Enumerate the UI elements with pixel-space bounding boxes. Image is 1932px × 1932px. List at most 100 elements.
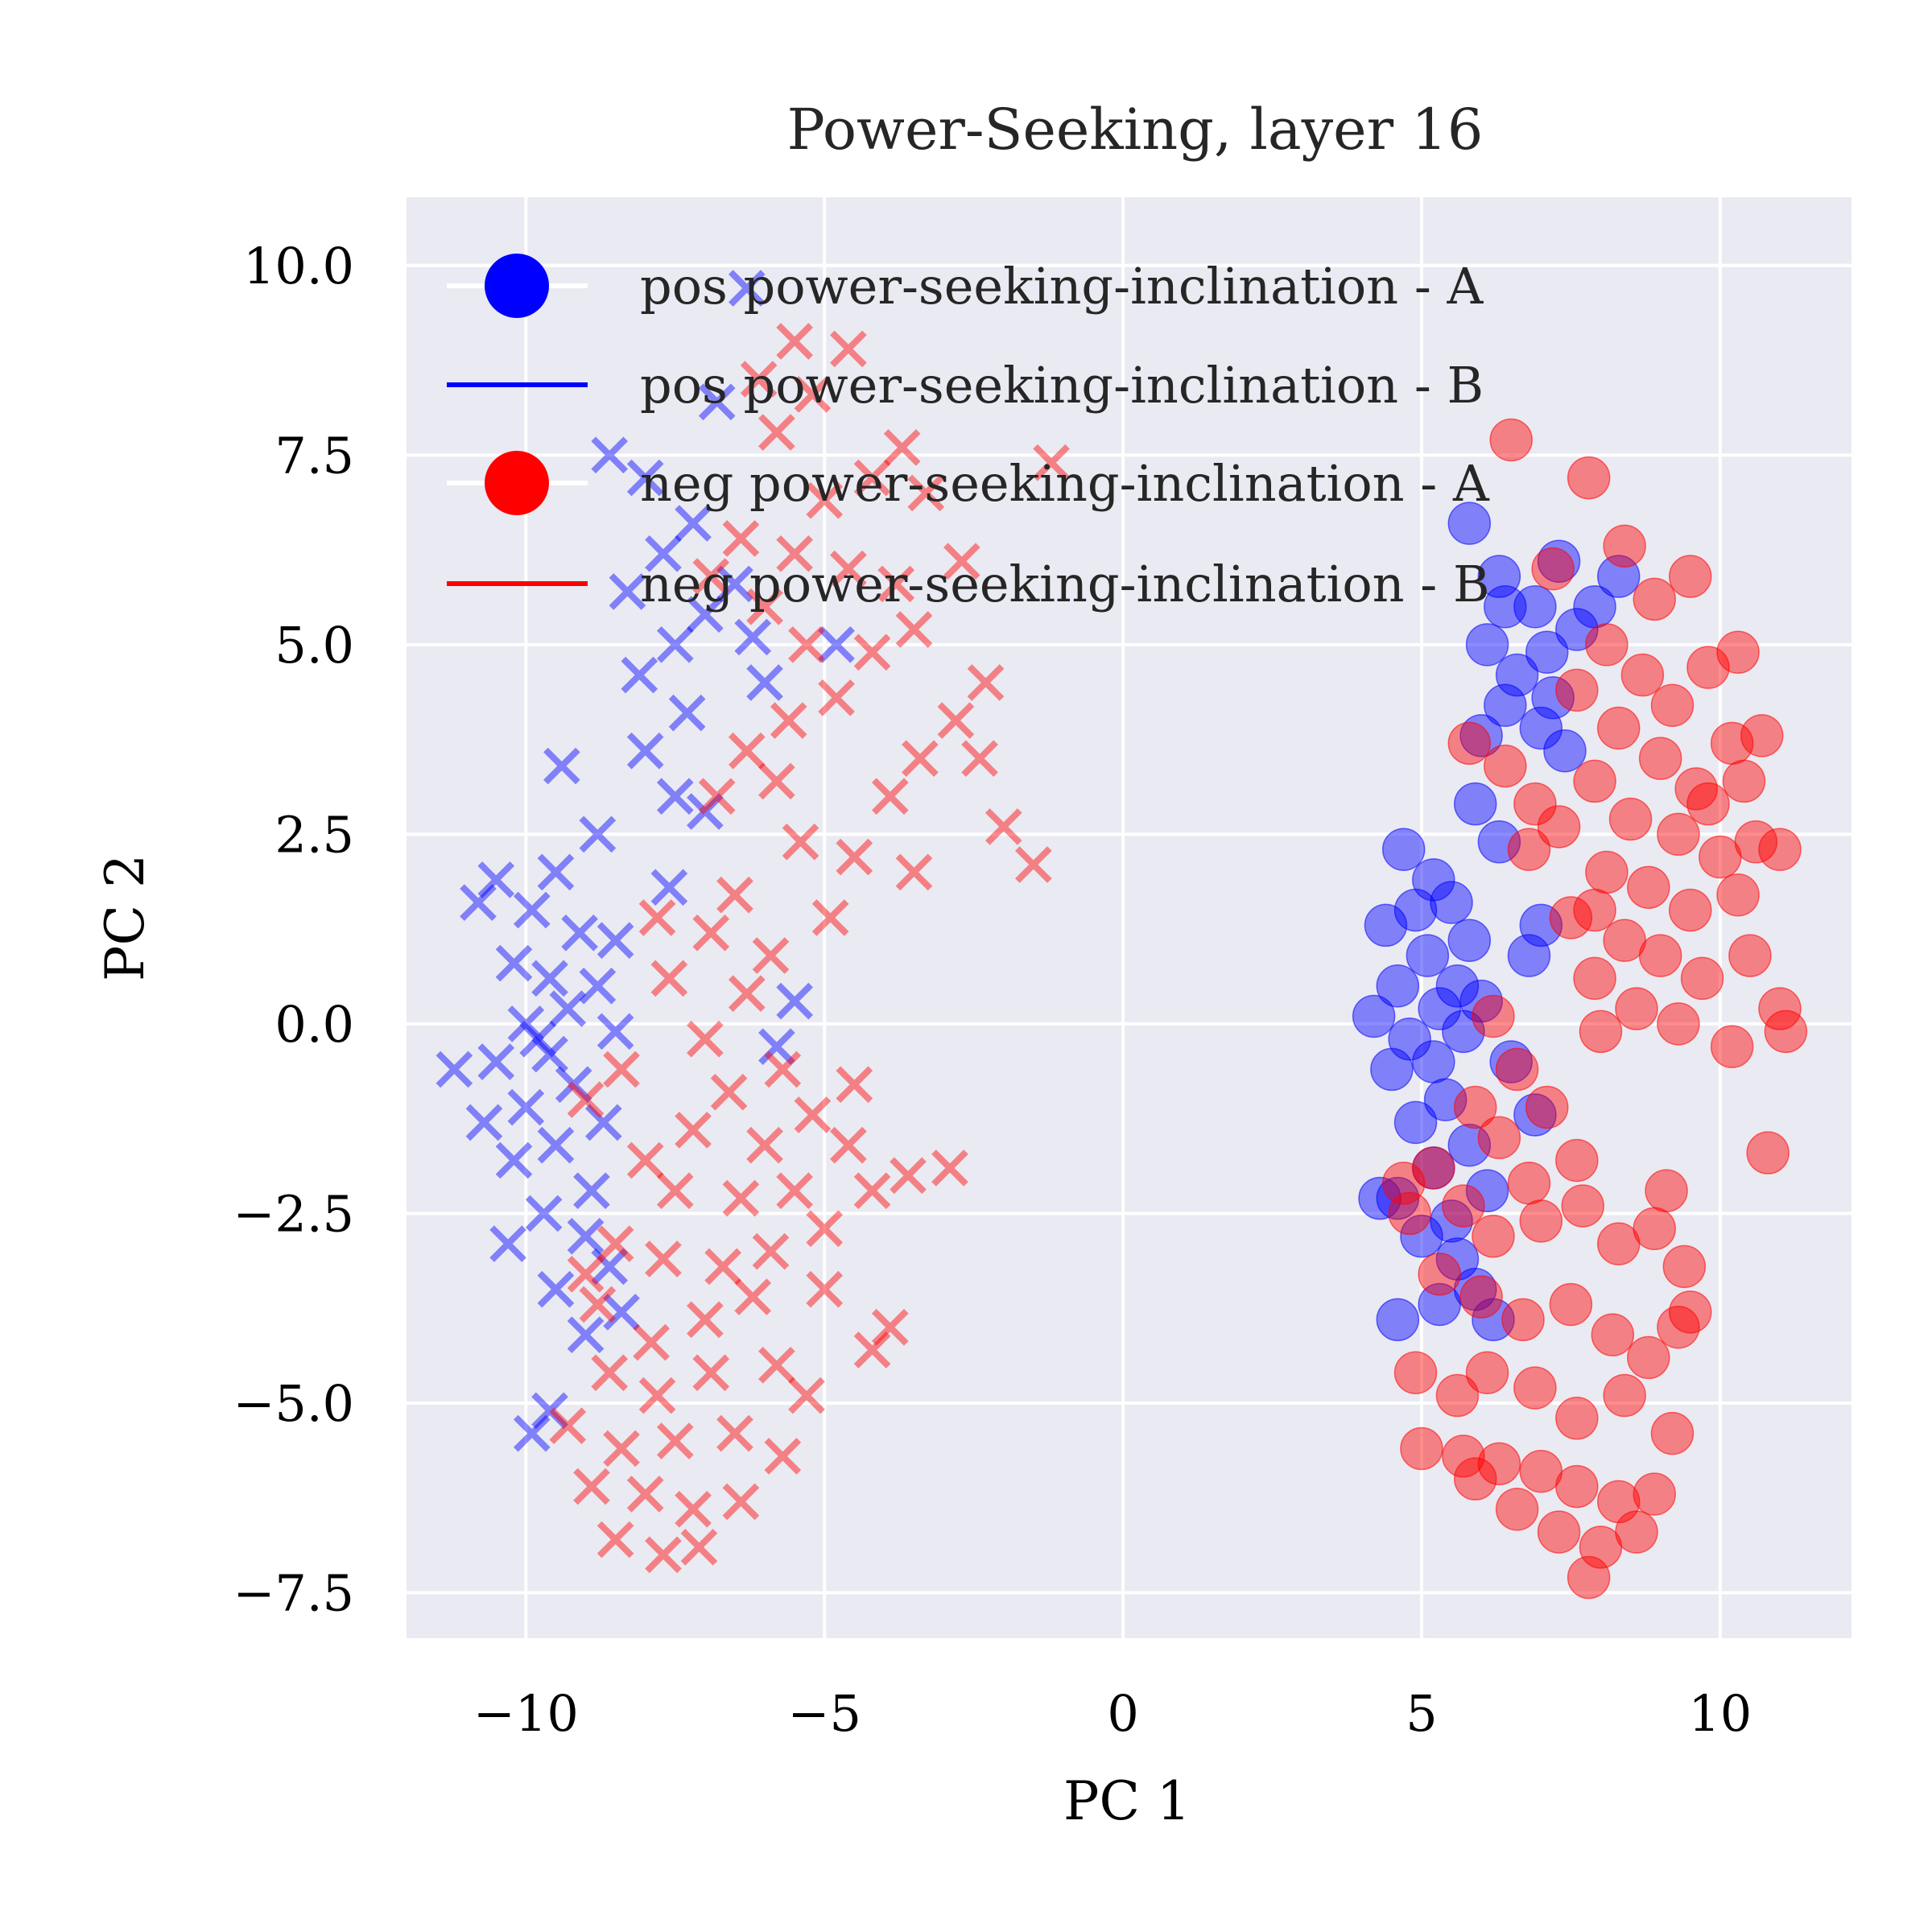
data-point [609,573,646,610]
data-point [716,876,753,914]
data-point [1376,1298,1420,1342]
data-point [1662,1245,1707,1289]
data-point [698,383,736,421]
data-point [752,937,790,974]
data-point [1412,1040,1455,1084]
y-tick-label: 10.0 [243,237,354,295]
data-point [871,778,909,815]
data-point [579,1286,617,1323]
data-point [1459,979,1503,1023]
y-tick-labels: −7.5 −5.0 −2.5 0.0 2.5 5.0 7.5 10.0 [233,237,354,1623]
data-point [1453,1085,1497,1129]
data-point [1525,630,1569,675]
data-point [1591,1313,1635,1356]
x-tick-labels: −10 −5 0 5 10 [473,1684,1752,1743]
data-point [806,1270,844,1308]
data-point [1573,888,1616,932]
data-point [555,1066,592,1104]
data-point [776,535,813,572]
data-point [782,823,819,861]
data-point [687,1301,724,1339]
data-point [890,1157,927,1195]
data-point [1489,1040,1533,1084]
data-point [650,869,688,906]
data-point [567,1217,605,1255]
data-point [668,694,706,732]
data-point [1513,782,1557,826]
data-point [1370,1047,1414,1092]
data-point [794,1096,832,1133]
data-point [895,853,933,891]
data-point [1430,881,1473,924]
series-circle-pos [1352,502,1641,1342]
data-point [1465,1351,1509,1395]
data-point [1501,1298,1545,1342]
data-point [1364,903,1408,947]
data-point [1507,934,1551,977]
data-point [489,1225,526,1262]
data-point [1549,1282,1593,1327]
legend-circle-marker [485,254,549,318]
data-point [687,793,724,830]
series-circle-neg [1381,418,1808,1600]
data-point [537,853,575,891]
data-point [597,1013,634,1051]
data-point [1603,1373,1646,1418]
data-point [758,762,795,800]
data-point [537,1126,575,1164]
data-point [460,884,497,921]
data-point [722,520,760,557]
data-point [1608,797,1653,841]
data-point [1447,919,1492,963]
data-point [1442,1435,1485,1478]
data-point [549,1407,587,1445]
data-point [507,1088,545,1126]
x-tick-label: −10 [473,1684,579,1743]
data-point [1033,444,1070,481]
x-tick-label: 10 [1688,1684,1752,1743]
data-point [597,922,634,960]
data-point [626,732,664,770]
data-point [1447,721,1492,766]
data-point [1579,1009,1623,1054]
data-point [770,702,807,739]
data-point [902,740,939,777]
data-point [621,656,658,694]
data-point [1668,555,1712,598]
data-point [1465,1169,1509,1212]
data-point [1573,956,1616,1001]
data-point [1633,1472,1676,1516]
plot-area [407,197,1852,1638]
data-point [776,1172,813,1209]
data-point [1418,987,1461,1030]
data-point [1686,646,1730,689]
data-point [573,1468,610,1505]
data-point [1716,630,1760,675]
data-point [567,1316,605,1353]
data-point [1764,1009,1808,1054]
data-point [967,664,1005,701]
data-point [895,611,933,648]
data-point [1513,1366,1557,1410]
chart-title: Power-Seeking, layer 16 [787,97,1484,163]
data-point [1418,1253,1461,1296]
data-point [1633,1207,1676,1251]
data-point [507,1005,545,1042]
data-point [513,1414,551,1452]
data-point [1561,1184,1604,1228]
data-point [477,1043,515,1080]
data-point [525,1195,563,1232]
data-point [1435,964,1480,1008]
data-point [1674,767,1718,811]
legend-entry: neg power-seeking-inclination - B [447,555,1490,613]
data-point [591,436,629,474]
data-point [1620,653,1665,697]
data-point [1567,1555,1611,1600]
data-point [573,1172,610,1209]
data-point [495,1141,533,1179]
data-point [1633,577,1676,621]
legend-label: neg power-seeking-inclination - A [640,454,1490,513]
data-point [1734,820,1778,864]
data-point [1650,1411,1695,1455]
